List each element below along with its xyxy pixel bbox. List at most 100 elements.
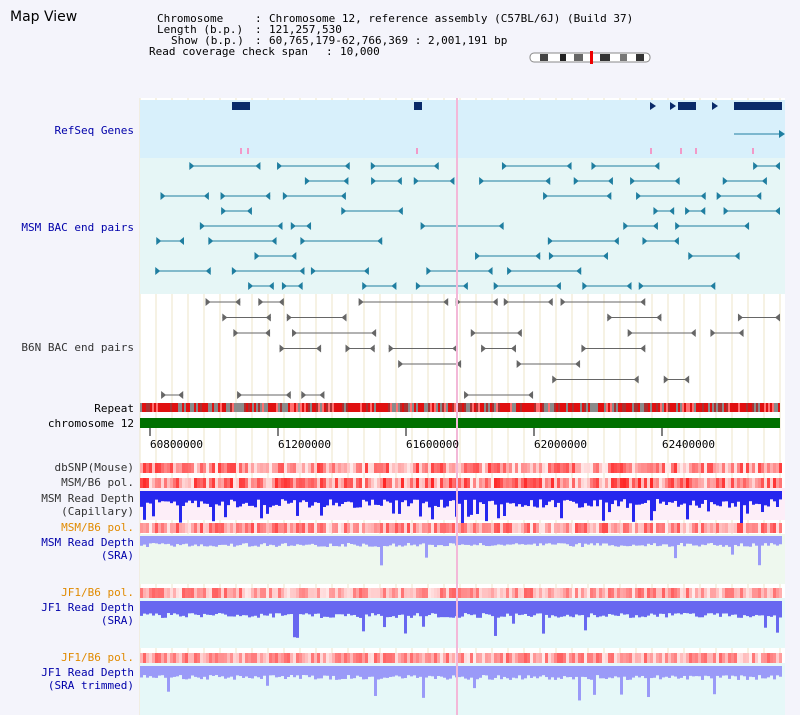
depth-bar	[542, 536, 545, 546]
depth-bar	[365, 536, 368, 545]
pol-cell	[296, 588, 299, 598]
pol-cell	[563, 653, 566, 663]
bac-end-left	[161, 391, 167, 399]
depth-bar	[188, 601, 191, 614]
depth-bar	[605, 536, 608, 544]
pol-cell	[149, 463, 152, 473]
refseq-genes-track[interactable]	[232, 102, 785, 154]
pol-cell	[527, 588, 530, 598]
depth-bar	[272, 491, 275, 506]
pol-cell	[605, 478, 608, 488]
pol-cell	[248, 463, 251, 473]
pol-cell	[671, 523, 674, 533]
pol-cell	[344, 463, 347, 473]
depth-bar	[269, 491, 272, 508]
dbsnp-label[interactable]: dbSNP(Mouse)	[54, 461, 134, 474]
pol-cell	[431, 653, 434, 663]
pol-cell	[236, 523, 239, 533]
msm-b6-pol-track-2[interactable]	[140, 523, 782, 533]
bac-end-right	[369, 344, 375, 353]
depth-bar	[749, 536, 752, 547]
msm-b6-pol-track-1[interactable]	[140, 478, 782, 488]
repeat-segment	[340, 403, 342, 412]
msm-read-depth-sra-track[interactable]	[140, 536, 782, 566]
pol-cell	[638, 653, 641, 663]
repeat-label[interactable]: Repeat	[94, 402, 134, 415]
repeat-segment	[748, 403, 750, 412]
depth-bar	[719, 666, 722, 678]
pol-cell	[473, 588, 476, 598]
pol-cell	[233, 653, 236, 663]
depth-bar	[686, 601, 689, 614]
msm-b6-pol-label-2[interactable]: MSM/B6 pol.	[61, 521, 134, 534]
msm-bac-track[interactable]	[155, 162, 780, 290]
jf1-b6-pol-label-1[interactable]: JF1/B6 pol.	[61, 586, 134, 599]
depth-bar	[617, 601, 620, 616]
repeat-segment	[366, 403, 368, 412]
bac-end-left	[304, 177, 310, 185]
pol-cell	[188, 523, 191, 533]
repeat-segment	[574, 403, 576, 412]
pol-cell	[656, 523, 659, 533]
pol-cell	[287, 463, 290, 473]
depth-bar	[212, 491, 215, 522]
repeat-segment	[732, 403, 734, 412]
dbsnp-track[interactable]	[140, 463, 782, 473]
depth-bar	[179, 536, 182, 546]
msm-read-depth-cap-label[interactable]: MSM Read Depth	[41, 492, 134, 505]
pol-cell	[173, 463, 176, 473]
depth-bar	[296, 666, 299, 676]
pol-cell	[524, 653, 527, 663]
bac-end-right	[316, 344, 322, 353]
pol-cell	[737, 478, 740, 488]
jf1-read-depth-sra-track[interactable]	[140, 601, 782, 638]
pol-cell	[167, 653, 170, 663]
pol-cell	[362, 478, 365, 488]
b6n-bac-label[interactable]: B6N BAC end pairs	[21, 341, 134, 354]
pol-cell	[506, 463, 509, 473]
pol-cell	[719, 653, 722, 663]
depth-bar	[236, 666, 239, 676]
jf1-read-depth-trim-label[interactable]: JF1 Read Depth	[41, 666, 134, 679]
jf1-b6-pol-track-2[interactable]	[140, 653, 782, 663]
jf1-read-depth-trimmed-track[interactable]	[140, 666, 782, 701]
pol-cell	[416, 463, 419, 473]
pol-cell	[668, 588, 671, 598]
pol-cell	[170, 653, 173, 663]
repeat-track[interactable]	[140, 403, 780, 412]
pol-cell	[689, 463, 692, 473]
refseq-genes-label[interactable]: RefSeq Genes	[54, 124, 134, 137]
pol-cell	[287, 523, 290, 533]
depth-bar	[305, 601, 308, 614]
pol-cell	[272, 478, 275, 488]
jf1-b6-pol-label-2[interactable]: JF1/B6 pol.	[61, 651, 134, 664]
pol-cell	[485, 653, 488, 663]
pol-cell	[266, 463, 269, 473]
depth-bar	[737, 536, 740, 547]
pol-cell	[638, 463, 641, 473]
depth-bar	[683, 666, 686, 676]
depth-bar	[398, 491, 401, 514]
pol-cell	[284, 523, 287, 533]
depth-bar	[380, 601, 383, 616]
msm-bac-label[interactable]: MSM BAC end pairs	[21, 221, 134, 234]
pol-cell	[581, 588, 584, 598]
pol-cell	[416, 653, 419, 663]
pol-cell	[200, 653, 203, 663]
chromosome-ideogram[interactable]	[529, 51, 651, 64]
depth-bar	[218, 536, 221, 545]
bac-end-left	[208, 237, 214, 245]
pol-cell	[221, 478, 224, 488]
msm-read-depth-sra-label[interactable]: MSM Read Depth	[41, 536, 134, 549]
depth-bar	[440, 491, 443, 500]
pol-cell	[158, 478, 161, 488]
msm-b6-pol-label-1[interactable]: MSM/B6 pol.	[61, 476, 134, 489]
bac-end-right	[654, 162, 660, 170]
chromosome-bar[interactable]	[140, 418, 780, 428]
jf1-read-depth-sra-label[interactable]: JF1 Read Depth	[41, 601, 134, 614]
pol-cell	[431, 478, 434, 488]
jf1-b6-pol-track-1[interactable]	[140, 588, 782, 598]
pol-cell	[686, 478, 689, 488]
pol-cell	[629, 523, 632, 533]
